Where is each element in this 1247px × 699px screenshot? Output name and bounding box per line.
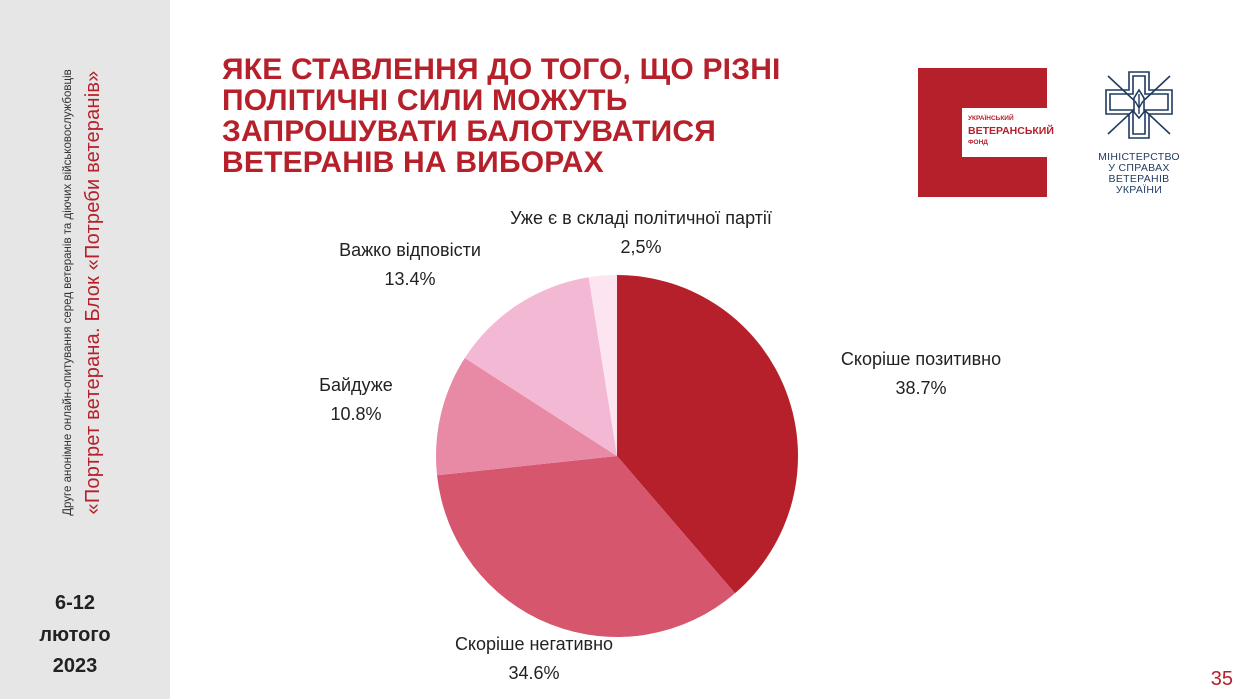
logo-text-top: УКРАЇНСЬКИЙ: [968, 115, 1014, 122]
slice-label: Скоріше позитивно: [841, 349, 1001, 369]
slice-label: Байдуже: [319, 375, 393, 395]
pie-slice: [588, 275, 617, 456]
veteran-fund-logo: УКРАЇНСЬКИЙ ВЕТЕРАНСЬКИЙ ФОНД: [918, 68, 1054, 197]
ministry-line-4: УКРАЇНИ: [1115, 184, 1163, 196]
slice-value-label: 34.6%: [508, 663, 559, 683]
ministry-line-3: ВЕТЕРАНІВ: [1108, 173, 1170, 185]
slice-label: Уже є в складі політичної партії: [510, 208, 772, 228]
slice-value-label: 10.8%: [330, 404, 381, 424]
slice-label: Скоріше негативно: [455, 634, 613, 654]
date-year: 2023: [52, 655, 98, 677]
pie-slice: [464, 277, 617, 456]
slice-value-label: 38.7%: [895, 378, 946, 398]
pie-slice: [617, 275, 798, 594]
pie-slice: [437, 456, 735, 638]
chart-title: ЯКЕ СТАВЛЕННЯ ДО ТОГО, ЩО РІЗНІ ПОЛІТИЧН…: [222, 53, 781, 179]
slice-value-label: 13.4%: [384, 269, 435, 289]
sidebar: Друге анонімне онлайн-опитування серед в…: [0, 0, 170, 699]
slice-value-label: 2,5%: [620, 237, 661, 257]
logo-text-bottom: ФОНД: [968, 139, 988, 146]
ministry-emblem-icon: [1105, 71, 1173, 139]
page-number: 35: [1210, 668, 1233, 690]
slice-label: Важко відповісти: [339, 240, 481, 260]
ministry-line-2: У СПРАВАХ: [1108, 162, 1170, 174]
date-days: 6-12: [54, 592, 96, 614]
date-month: лютого: [39, 624, 111, 646]
logo-text-main: ВЕТЕРАНСЬКИЙ: [968, 125, 1054, 137]
ministry-name: МІНІСТЕРСТВО У СПРАВАХ ВЕТЕРАНІВ УКРАЇНИ: [1092, 152, 1186, 196]
ministry-line-1: МІНІСТЕРСТВО: [1098, 151, 1180, 163]
pie-slice: [436, 358, 617, 476]
logo-white-bar: [962, 108, 1047, 157]
